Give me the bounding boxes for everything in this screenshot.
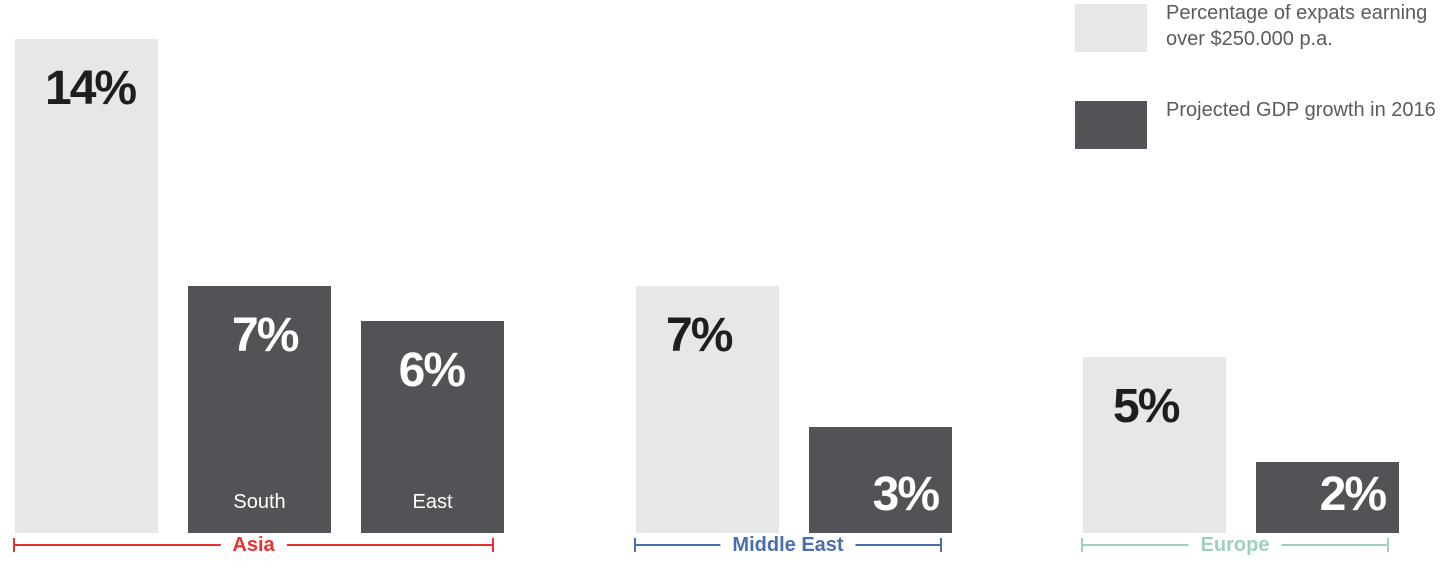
bar-middle-east-gdp: 3% [809, 427, 952, 533]
bar-europe-expats: 5% [1083, 356, 1226, 533]
bar-value-label: 6% [398, 344, 466, 398]
region-europe: Europe [1081, 533, 1389, 557]
bar-asia-gdp-south: 7% South [188, 285, 331, 533]
region-tick-left [634, 538, 636, 552]
legend-swatch [1075, 4, 1147, 52]
bar-sublabel: South [233, 490, 286, 513]
legend-label: Projected GDP growth in 2016 [1166, 99, 1436, 121]
bar-sublabel: East [412, 490, 453, 513]
region-tick-left [13, 538, 15, 552]
bar-middle-east-expats: 7% [636, 285, 779, 533]
region-tick-right [940, 538, 942, 552]
bar-europe-gdp: 2% [1256, 462, 1399, 533]
region-asia: Asia [13, 533, 494, 557]
bar-value-label: 7% [666, 308, 733, 362]
bar-asia-gdp-east: 6% East [361, 321, 504, 533]
region-tick-right [1387, 538, 1389, 552]
bar-asia-expats: 14% [15, 38, 158, 533]
region-label: Europe [1188, 533, 1282, 557]
region-label: Asia [220, 533, 287, 557]
bar-value-label: 5% [1113, 379, 1180, 433]
region-middle-east: Middle East [634, 533, 942, 557]
region-label: Middle East [720, 533, 856, 557]
legend-label: Percentage of expats earning over $250.0… [1166, 2, 1428, 50]
bar-value-label: 3% [872, 467, 940, 521]
bar-value-label: 2% [1319, 467, 1387, 521]
region-tick-left [1081, 538, 1083, 552]
bar-value-label: 7% [232, 308, 299, 362]
region-tick-right [492, 538, 494, 552]
bar-value-label: 14% [45, 61, 137, 115]
legend-swatch [1075, 101, 1147, 149]
